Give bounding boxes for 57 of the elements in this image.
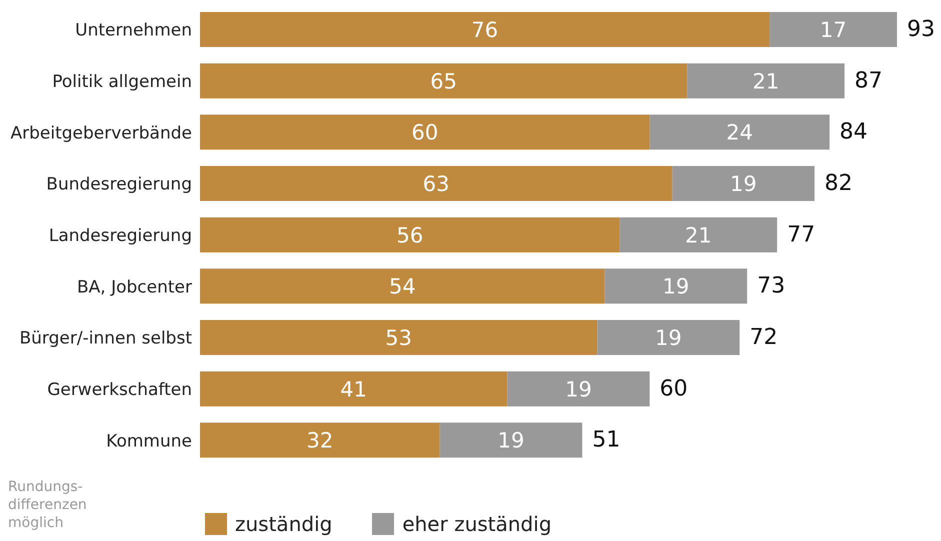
y-tick-label: Kommune bbox=[106, 431, 192, 452]
bar bbox=[200, 63, 688, 98]
legend-label: zuständig bbox=[235, 512, 332, 536]
legend-label: eher zuständig bbox=[402, 512, 552, 536]
data-label: 63 bbox=[422, 172, 450, 196]
total-label: 72 bbox=[750, 325, 778, 350]
data-label: 76 bbox=[471, 18, 498, 42]
y-tick-label: Politik allgemein bbox=[52, 72, 192, 92]
bar bbox=[440, 422, 582, 458]
data-label: 21 bbox=[685, 223, 712, 248]
y-tick-label: Bürger/-innen selbst bbox=[20, 328, 192, 349]
bar bbox=[620, 217, 778, 252]
y-tick-label: Arbeitgeberverbände bbox=[10, 123, 192, 144]
total-label: 93 bbox=[907, 17, 935, 42]
data-label: 19 bbox=[498, 428, 524, 453]
bar bbox=[650, 114, 830, 150]
data-label: 19 bbox=[565, 377, 592, 402]
data-label: 56 bbox=[396, 223, 424, 248]
bar bbox=[687, 63, 845, 98]
bar bbox=[200, 422, 440, 458]
y-tick-label: Unternehmen bbox=[75, 20, 192, 41]
total-label: 82 bbox=[824, 171, 853, 196]
data-label: 32 bbox=[306, 428, 334, 453]
data-label: 65 bbox=[430, 69, 457, 94]
bar bbox=[597, 320, 740, 355]
data-label: 19 bbox=[730, 172, 757, 196]
y-tick-label: Gerwerkschaften bbox=[47, 380, 192, 400]
bar bbox=[200, 114, 650, 150]
data-label: 19 bbox=[662, 274, 690, 299]
y-tick-label: BA, Jobcenter bbox=[77, 277, 192, 298]
y-tick-label: Landesregierung bbox=[48, 226, 192, 246]
bar bbox=[200, 166, 672, 201]
data-label: 54 bbox=[388, 274, 416, 299]
data-label: 41 bbox=[340, 377, 368, 402]
y-tick-label: Bundesregierung bbox=[46, 174, 192, 195]
bar bbox=[507, 371, 650, 406]
total-label: 84 bbox=[840, 120, 868, 145]
bar bbox=[200, 268, 605, 304]
bar bbox=[200, 217, 620, 252]
bar bbox=[200, 371, 508, 406]
total-label: 51 bbox=[592, 428, 620, 453]
total-label: 87 bbox=[854, 68, 883, 94]
bar bbox=[770, 12, 897, 47]
total-label: 73 bbox=[757, 274, 786, 299]
bar bbox=[200, 320, 598, 355]
total-label: 60 bbox=[660, 376, 688, 402]
data-label: 60 bbox=[411, 120, 438, 145]
text: Rundungs- differenzen möglich bbox=[8, 478, 87, 532]
data-label: 21 bbox=[752, 69, 780, 94]
data-label: 53 bbox=[385, 326, 412, 350]
data-label: 17 bbox=[820, 18, 847, 42]
total-label: 77 bbox=[787, 222, 816, 248]
bar bbox=[200, 12, 770, 47]
bar bbox=[604, 268, 748, 304]
bar bbox=[672, 166, 815, 201]
data-label: 24 bbox=[726, 120, 753, 145]
data-label: 19 bbox=[655, 326, 682, 350]
